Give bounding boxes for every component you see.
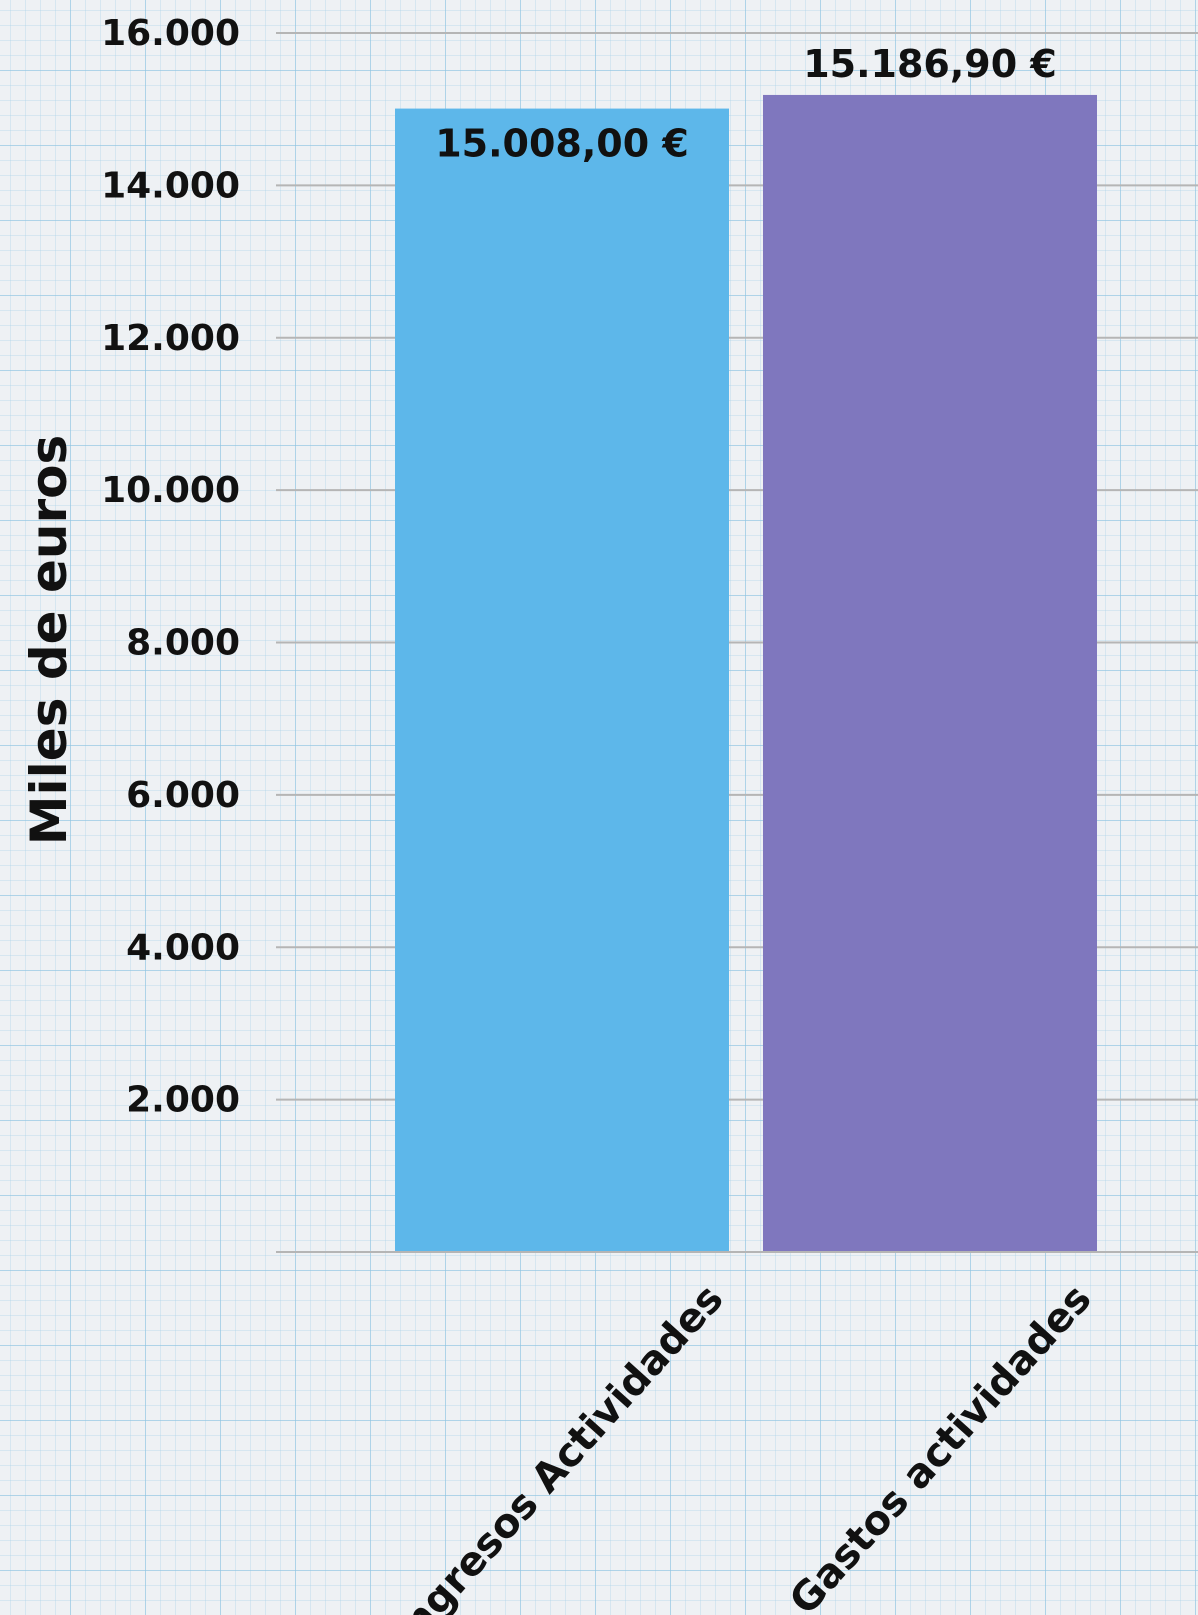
bar-ingresos [395,108,729,1252]
y-tick-label: 12.000 [101,318,240,359]
y-tick-label: 14.000 [101,165,240,206]
value-labels: 15.008,00 € 15.186,90 € [435,42,1057,166]
bar-value-label: 15.186,90 € [803,42,1057,86]
bar-value-label: 15.008,00 € [435,122,689,166]
bars [395,94,1097,1253]
y-tick-label: 10.000 [101,470,240,511]
x-category-label: Ingresos Actividades [384,1276,733,1615]
y-tick-label: 2.000 [126,1080,240,1121]
y-axis-ticks: 2.000 4.000 6.000 8.000 10.000 12.000 14.000 16… [101,13,240,1121]
y-tick-label: 4.000 [126,927,240,968]
y-tick-label: 6.000 [126,775,240,816]
y-tick-label: 8.000 [126,623,240,664]
y-tick-label: 16.000 [101,13,240,54]
bar-gastos [763,94,1097,1253]
x-category-label: Gastos actividades [781,1276,1101,1615]
y-axis-label: Miles de euros [20,435,78,846]
x-axis-categories: Ingresos Actividades Gastos actividades [384,1276,1101,1615]
